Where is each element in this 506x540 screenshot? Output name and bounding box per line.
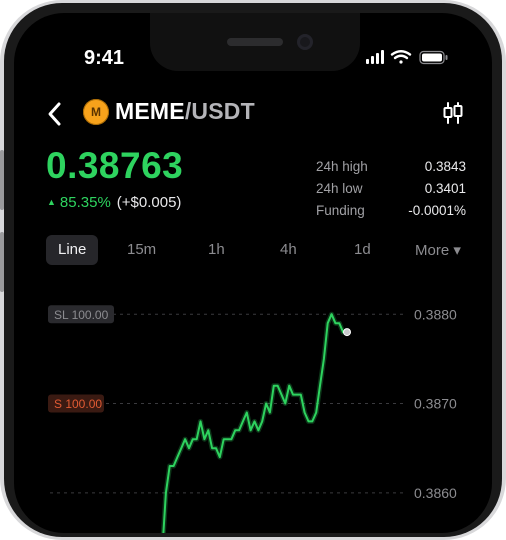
phone-screen: 9:41 M — [14, 13, 492, 533]
change-absolute: (+$0.005) — [116, 194, 182, 211]
pair-quote: /USDT — [184, 98, 255, 124]
stat-row: Funding -0.0001% — [316, 203, 466, 225]
y-tick-label: 0.3870 — [414, 396, 457, 412]
sell-order-badge: S 100.00 — [48, 394, 104, 413]
stat-label: 24h high — [316, 159, 368, 174]
coin-logo-glyph: M — [91, 105, 101, 119]
price-line — [162, 313, 348, 533]
candlestick-icon[interactable] — [442, 101, 464, 125]
tab-15m[interactable]: 15m — [127, 241, 157, 258]
tab-4h[interactable]: 4h — [280, 241, 297, 258]
pair-base: MEME — [115, 98, 185, 124]
y-tick-label: 0.3880 — [414, 306, 457, 322]
trading-pair[interactable]: MEME/USDT — [115, 98, 255, 125]
y-tick-label: 0.3860 — [414, 485, 457, 501]
stat-value: 0.3843 — [424, 159, 466, 174]
stat-label: 24h low — [316, 181, 363, 196]
chevron-left-icon[interactable] — [42, 99, 68, 129]
tab-1h[interactable]: 1h — [208, 241, 225, 258]
stat-value: -0.0001% — [408, 203, 466, 218]
tab-1d[interactable]: 1d — [354, 241, 371, 258]
tab-more[interactable]: More ▾ — [415, 242, 461, 259]
badge-background — [48, 305, 114, 324]
stat-label: Funding — [316, 203, 365, 218]
change-percent: 85.35% — [59, 194, 111, 211]
speaker-grille — [227, 38, 283, 46]
front-camera — [297, 34, 313, 50]
timeframe-tabs: Line 15m 1h 4h 1d More ▾ — [14, 235, 492, 265]
signal-icon — [366, 50, 384, 64]
stat-value: 0.3401 — [424, 181, 466, 196]
badge-background — [48, 394, 104, 413]
phone-side-button — [0, 150, 4, 210]
price-change: ▲ 85.35% (+$0.005) — [47, 194, 181, 211]
phone-side-button — [0, 232, 4, 292]
stop-loss-badge: SL 100.00 — [48, 305, 114, 324]
pair-header: M MEME/USDT — [14, 95, 492, 135]
status-time: 9:41 — [84, 47, 125, 69]
badge-label: SL 100.00 — [54, 308, 109, 322]
wifi-icon — [390, 50, 412, 64]
tab-line[interactable]: Line — [46, 235, 99, 265]
coin-logo-icon: M — [83, 99, 109, 125]
status-icons — [366, 50, 448, 65]
badge-label: S 100.00 — [54, 397, 102, 411]
stat-row: 24h high 0.3843 — [316, 159, 466, 181]
last-price-point — [343, 328, 351, 337]
market-stats: 24h high 0.3843 24h low 0.3401 Funding -… — [316, 159, 466, 225]
battery-icon — [419, 50, 448, 65]
up-triangle-icon: ▲ — [47, 197, 56, 207]
last-price: 0.38763 — [46, 145, 184, 186]
price-chart[interactable]: 0.3880 0.3870 0.3860 SL 100.00 S 100.00 — [14, 283, 492, 533]
stat-row: 24h low 0.3401 — [316, 181, 466, 203]
